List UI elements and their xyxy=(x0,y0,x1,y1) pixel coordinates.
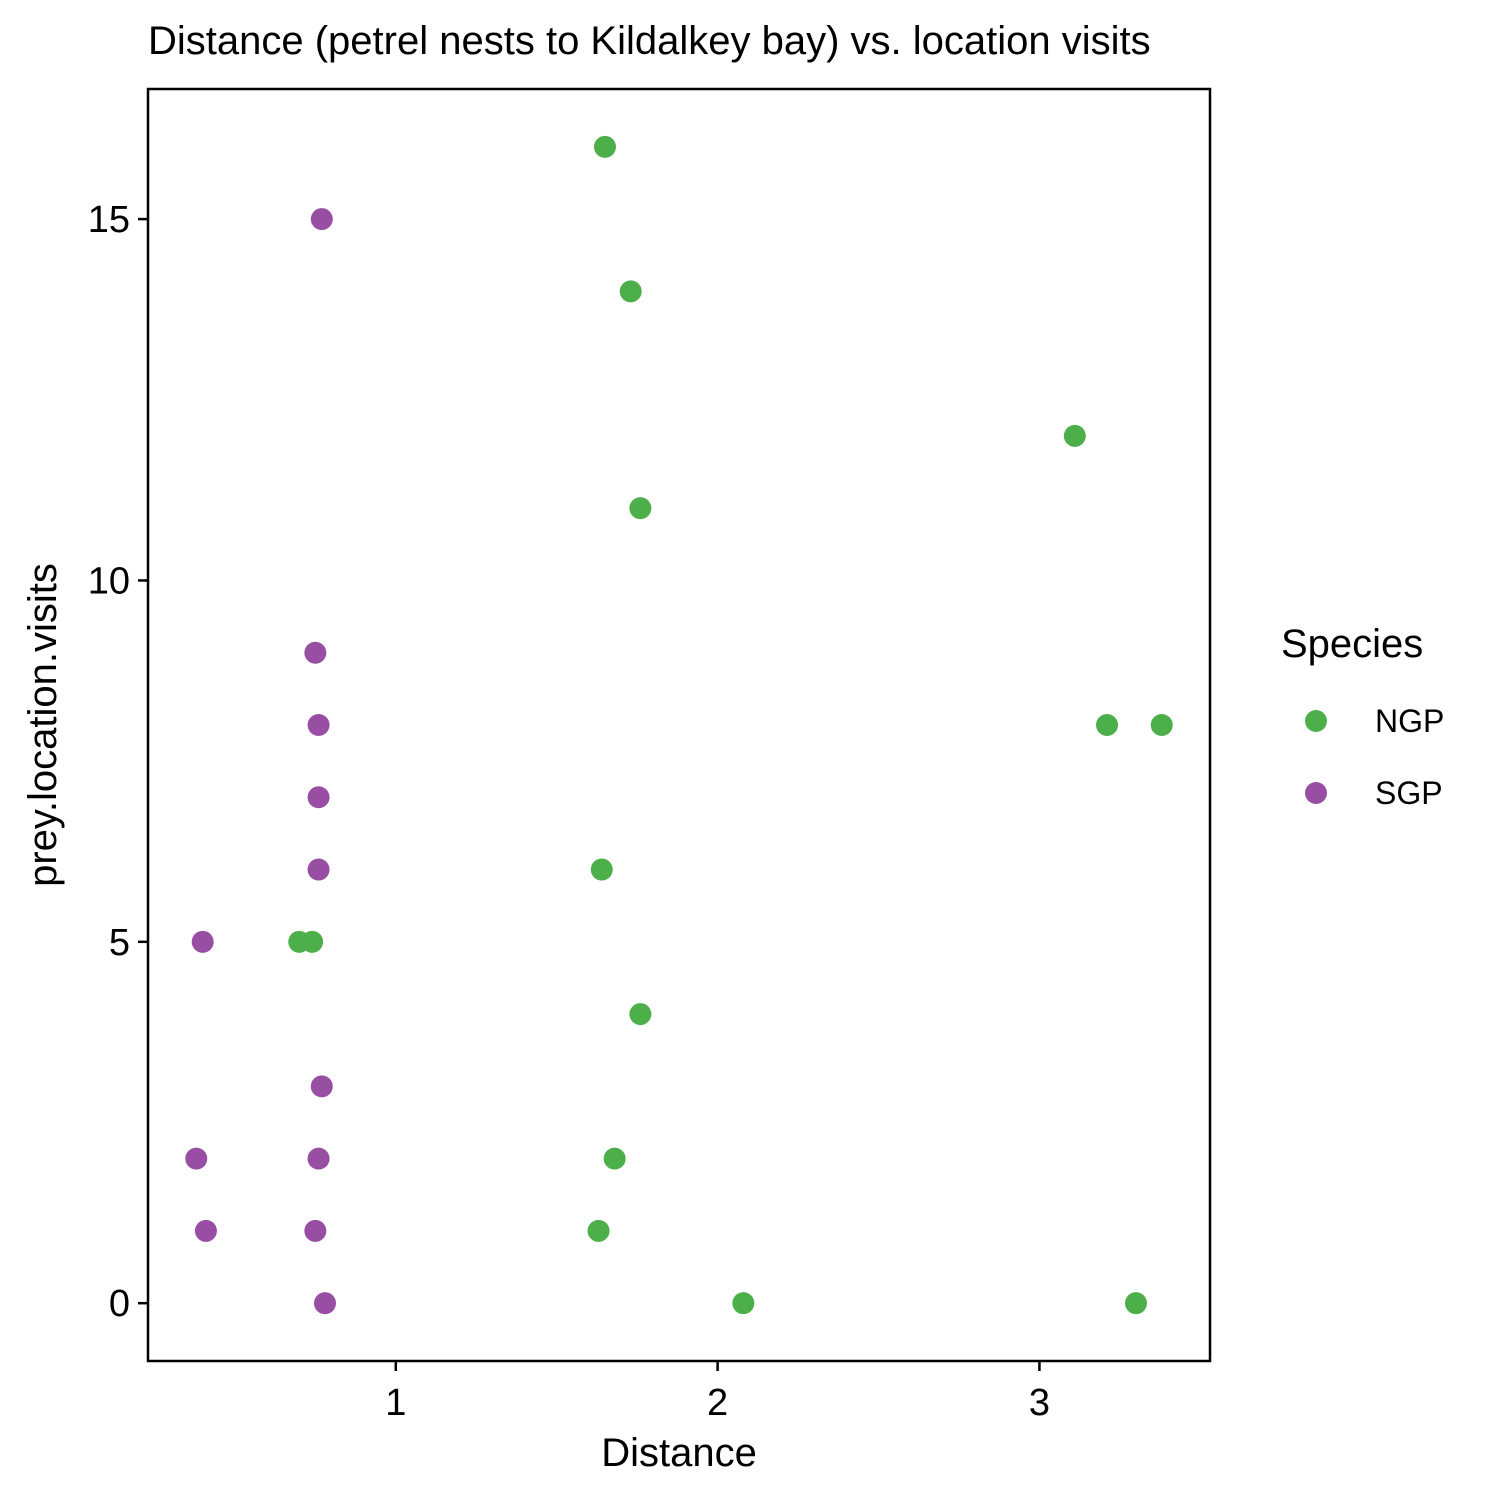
data-points xyxy=(185,135,1173,1315)
legend: Species NGP SGP xyxy=(1281,622,1444,811)
data-point-sgp xyxy=(194,1219,217,1242)
data-point-ngp xyxy=(1096,714,1119,736)
data-point-ngp xyxy=(1150,714,1173,736)
legend-marker-sgp xyxy=(1305,782,1327,804)
data-point-ngp xyxy=(593,135,616,158)
data-point-sgp xyxy=(307,858,330,881)
legend-title: Species xyxy=(1281,622,1423,666)
y-tick-label: 0 xyxy=(109,1283,130,1325)
legend-label-ngp: NGP xyxy=(1375,703,1444,739)
y-axis-title: prey.location.visits xyxy=(21,563,65,887)
legend-label-sgp: SGP xyxy=(1375,775,1443,811)
data-point-ngp xyxy=(629,1003,652,1026)
y-axis: 0 5 10 15 xyxy=(88,199,148,1325)
legend-marker-ngp xyxy=(1305,710,1327,732)
data-point-sgp xyxy=(307,786,330,809)
data-point-ngp xyxy=(603,1147,626,1170)
data-point-sgp xyxy=(310,1075,333,1098)
data-point-sgp xyxy=(304,1219,327,1242)
data-point-ngp xyxy=(1124,1292,1147,1315)
x-tick-label: 2 xyxy=(707,1382,728,1424)
y-tick-label: 10 xyxy=(88,560,130,602)
x-axis-title: Distance xyxy=(601,1431,757,1475)
data-point-ngp xyxy=(301,930,324,953)
data-point-sgp xyxy=(314,1292,336,1315)
x-axis: 1 2 3 xyxy=(385,1361,1050,1424)
data-point-sgp xyxy=(185,1147,208,1170)
y-tick-label: 15 xyxy=(88,199,130,241)
chart-title: Distance (petrel nests to Kildalkey bay)… xyxy=(148,19,1151,63)
data-point-ngp xyxy=(590,858,613,881)
data-point-ngp xyxy=(619,280,642,303)
x-tick-label: 1 xyxy=(385,1382,406,1424)
data-point-sgp xyxy=(307,714,330,736)
data-point-ngp xyxy=(732,1292,755,1315)
data-point-sgp xyxy=(307,1147,330,1170)
data-point-sgp xyxy=(310,208,333,231)
data-point-ngp xyxy=(1063,424,1086,447)
data-point-sgp xyxy=(191,930,214,953)
data-point-ngp xyxy=(587,1219,610,1242)
plot-panel-border xyxy=(146,87,1212,1363)
y-tick-label: 5 xyxy=(109,922,130,964)
data-point-ngp xyxy=(629,497,652,520)
x-tick-label: 3 xyxy=(1029,1382,1050,1424)
data-point-sgp xyxy=(304,641,327,664)
